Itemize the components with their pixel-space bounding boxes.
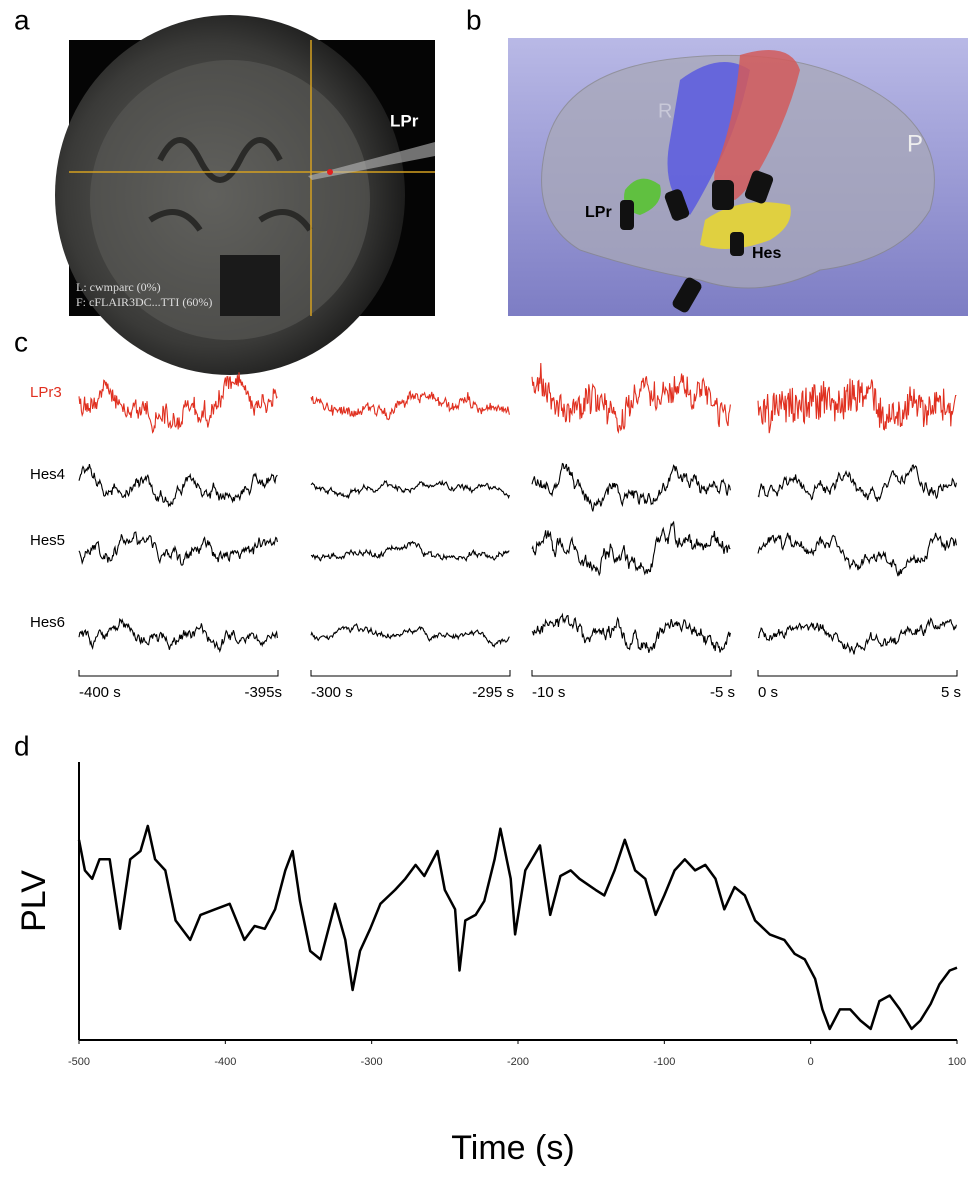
time-scale-label: -400 s [79,684,121,701]
eeg-trace [78,531,278,566]
time-scale-label: -10 s [532,684,565,701]
eeg-trace [531,612,731,653]
channel-label: Hes5 [30,532,65,549]
orientation-label: R [658,100,672,122]
x-tick-label: -400 [214,1056,236,1068]
time-scale-bar [757,670,958,677]
x-tick-label: -500 [68,1056,90,1068]
probe-label: LPr [585,204,612,221]
time-scale-label: 0 s [758,684,778,701]
panel-label: c [14,326,28,357]
eeg-trace [310,479,510,500]
time-scale-bar [310,670,511,677]
eeg-trace [310,390,510,421]
time-scale-label: -295 s [472,684,514,701]
time-scale-label: -395s [244,684,282,701]
panel-label: b [466,4,482,35]
mri-image [55,15,435,375]
probe-label: Hes [752,245,781,262]
x-tick-label: 100 [948,1056,966,1068]
brain-render [508,38,968,316]
eeg-trace [78,372,278,434]
eeg-trace [757,464,957,502]
x-tick-label: -200 [507,1056,529,1068]
channel-label: Hes6 [30,614,65,631]
probe-label: LPr [390,111,419,130]
eeg-trace [310,540,510,563]
x-tick-label: -300 [361,1056,383,1068]
y-axis-label: PLV [15,870,53,932]
time-scale-label: 5 s [941,684,961,701]
plv-line [77,824,958,1031]
overlay-text: L: cwmparc (0%) [76,280,161,294]
eeg-trace [758,617,957,655]
eeg-trace [78,617,278,654]
time-scale-bar [531,670,732,677]
orientation-label: P [907,130,923,157]
channel-label: Hes4 [30,466,65,483]
x-tick-label: -100 [653,1056,675,1068]
panel-label: d [14,730,30,761]
x-tick-label: 0 [808,1056,814,1068]
eeg-trace [78,463,278,508]
eeg-trace [531,362,731,435]
channel-label: LPr3 [30,384,62,401]
plv-chart: -500 -400 -300 -200 -100 0 100 Time (s) PLV [15,762,966,1167]
time-scale-label: -5 s [710,684,735,701]
eeg-trace [531,462,731,512]
panel-label: a [14,4,30,35]
time-scale-bar [78,670,279,677]
eeg-trace [531,520,731,577]
x-axis-label: Time (s) [451,1129,574,1167]
eeg-trace [757,378,957,434]
eeg-traces: LPr3 Hes4 Hes5 Hes6 -400 s -395s -300 s -295 s -… [30,362,961,701]
eeg-trace [310,623,510,648]
overlay-text: F: cFLAIR3DC...TTI (60%) [76,295,212,309]
time-scale-label: -300 s [311,684,353,701]
eeg-trace [757,532,957,577]
